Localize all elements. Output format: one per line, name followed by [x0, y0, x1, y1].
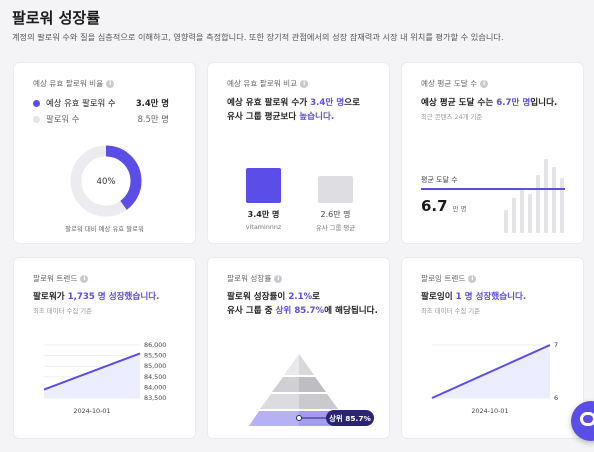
bar-name-label: vitaminnnz	[245, 223, 282, 231]
legend-label: 예상 유효 팔로워 수	[46, 98, 116, 108]
pyramid-tier-3-shade	[299, 394, 338, 409]
y-tick-label: 86,000	[144, 341, 166, 349]
legend-followers: 팔로워 수 8.5만 명	[33, 113, 169, 125]
rank-pyramid: 상위 85.7%	[249, 354, 374, 426]
card-title: 팔로잉 트렌드	[421, 274, 466, 283]
page-description: 계정의 팔로워 수와 질을 심층적으로 이해하고, 영향력을 측정합니다. 또한…	[12, 32, 504, 42]
avg-value: 6.7 만 명	[421, 197, 467, 215]
bar-vitaminnnz	[246, 168, 281, 203]
bar-name-label: 유사 그룹 평균	[315, 224, 356, 232]
card-title: 예상 유효 팔로워 비교	[227, 79, 298, 88]
donut-caption: 팔로워 대비 예상 유효 팔로워	[65, 225, 144, 233]
card-headline: 예상 유효 팔로워 수가 3.4만 명으로	[227, 98, 360, 108]
pyramid-tier-1-shade	[299, 354, 314, 375]
card-title: 예상 유효 팔로워 비율	[33, 79, 104, 88]
reach-bar	[536, 174, 540, 233]
card-headline: 팔로워 성장률이 2.1%로	[227, 292, 321, 302]
follower-trend-chart: 86,000 85,500 85,000 84,500 84,000 83,500 202…	[43, 341, 166, 415]
y-tick-label: 7	[554, 341, 558, 349]
info-icon[interactable]: i	[80, 274, 89, 283]
effective-follower-ratio-card: 예상 유효 팔로워 비율 i 예상 유효 팔로워 수 3.4만 명 팔로워 수 8…	[13, 62, 196, 244]
card-subtitle: 최근 콘텐츠 24개 기준	[421, 113, 483, 121]
y-tick-label: 6	[554, 394, 558, 402]
reach-bar	[552, 166, 556, 233]
card-headline: 팔로워가 1,735 명 성장했습니다.	[33, 292, 160, 302]
legend-dot-icon	[33, 115, 40, 123]
y-tick-label: 84,500	[144, 373, 166, 381]
donut-chart: 40%	[70, 145, 142, 217]
reach-bar	[512, 197, 516, 233]
info-icon[interactable]: i	[274, 274, 283, 283]
info-icon[interactable]: i	[468, 274, 477, 283]
legend-dot-icon	[33, 99, 40, 107]
legend-value: 3.4만 명	[135, 98, 169, 108]
donut-percent-label: 40%	[97, 177, 116, 187]
y-tick-label: 85,000	[144, 362, 166, 370]
card-title: 예상 평균 도달 수	[421, 79, 478, 88]
card-headline: 팔로잉이 1 명 성장했습니다.	[421, 292, 527, 302]
reach-bar	[560, 178, 564, 233]
info-icon[interactable]: i	[300, 79, 309, 88]
trend-line	[43, 352, 141, 391]
avg-label: 평균 도달 수	[421, 176, 458, 184]
info-icon[interactable]: i	[480, 79, 489, 88]
rank-badge	[326, 410, 374, 426]
card-subtitle: 최초 데이터 수집 기준	[33, 307, 93, 315]
card-title: 팔로워 성장률	[227, 274, 272, 283]
rank-badge-label: 상위 85.7%	[329, 414, 371, 423]
pyramid-tier-2-shade	[299, 377, 326, 392]
donut-arc	[70, 145, 142, 217]
x-tick-label: 2024-10-01	[73, 407, 110, 415]
bar-value-label: 3.4만 명	[247, 210, 280, 219]
card-headline-line2: 유사 그룹 중 상위 85.7%에 해당됩니다.	[227, 306, 378, 316]
card-title: 팔로워 트렌드	[33, 274, 78, 283]
page-title: 팔로워 성장률	[12, 9, 101, 27]
y-tick-label: 84,000	[144, 383, 166, 391]
y-tick-label: 85,500	[144, 352, 166, 360]
legend-value: 8.5만 명	[137, 114, 169, 124]
follower-trend-card: 팔로워 트렌드 i 팔로워가 1,735 명 성장했습니다. 최초 데이터 수집 …	[13, 257, 196, 439]
following-trend-card: 팔로잉 트렌드 i 팔로잉이 1 명 성장했습니다. 최초 데이터 수집 기준 7…	[401, 257, 584, 439]
follower-growth-rate-card: 팔로워 성장률 i 팔로워 성장률이 2.1%로 유사 그룹 중 상위 85.7%…	[207, 257, 390, 439]
reach-bar	[520, 190, 524, 233]
following-trend-chart: 7 6 2024-10-01	[431, 341, 558, 415]
info-icon[interactable]: i	[106, 79, 115, 88]
card-headline-line2: 유사 그룹 평균보다 높습니다.	[227, 112, 335, 122]
reach-bar	[528, 194, 532, 233]
card-headline: 예상 평균 도달 수는 6.7만 명입니다.	[421, 98, 558, 108]
y-tick-label: 83,500	[144, 394, 166, 402]
legend-label: 팔로워 수	[46, 114, 80, 124]
reach-bar	[544, 158, 548, 233]
bar-value-label: 2.6만 명	[320, 210, 351, 219]
trend-area	[44, 353, 140, 398]
reach-bar	[504, 209, 508, 233]
trend-line	[431, 344, 551, 399]
chat-bubble-icon	[580, 412, 594, 426]
reach-bar-chart	[504, 155, 568, 233]
rank-pointer-dot	[296, 415, 302, 421]
bar-group-average	[318, 176, 353, 203]
effective-follower-compare-card: 예상 유효 팔로워 비교 i 예상 유효 팔로워 수가 3.4만 명으로 유사 그…	[207, 62, 390, 244]
x-tick-label: 2024-10-01	[471, 407, 508, 415]
legend-effective-followers: 예상 유효 팔로워 수 3.4만 명	[33, 97, 169, 109]
card-subtitle: 최초 데이터 수집 기준	[421, 307, 481, 315]
avg-line	[421, 188, 565, 190]
